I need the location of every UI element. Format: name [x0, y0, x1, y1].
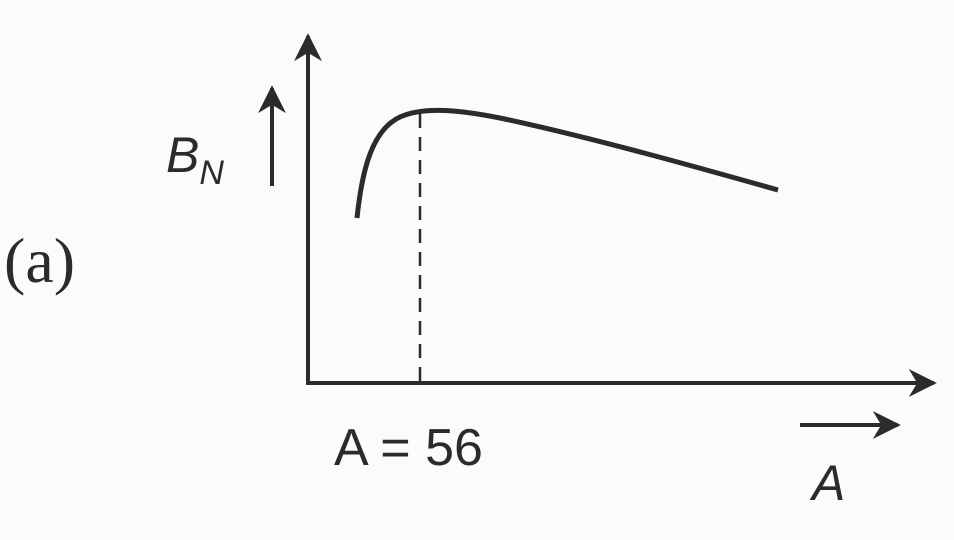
- x-axis-label: A: [809, 455, 845, 511]
- y-axis-label-sub: N: [199, 154, 224, 192]
- y-axis-label-main: B: [166, 127, 199, 183]
- binding-energy-curve: [354, 107, 779, 219]
- peak-annotation: A = 56: [334, 419, 483, 477]
- figure-label: (a): [4, 225, 75, 296]
- y-axis-label: BN: [166, 127, 224, 192]
